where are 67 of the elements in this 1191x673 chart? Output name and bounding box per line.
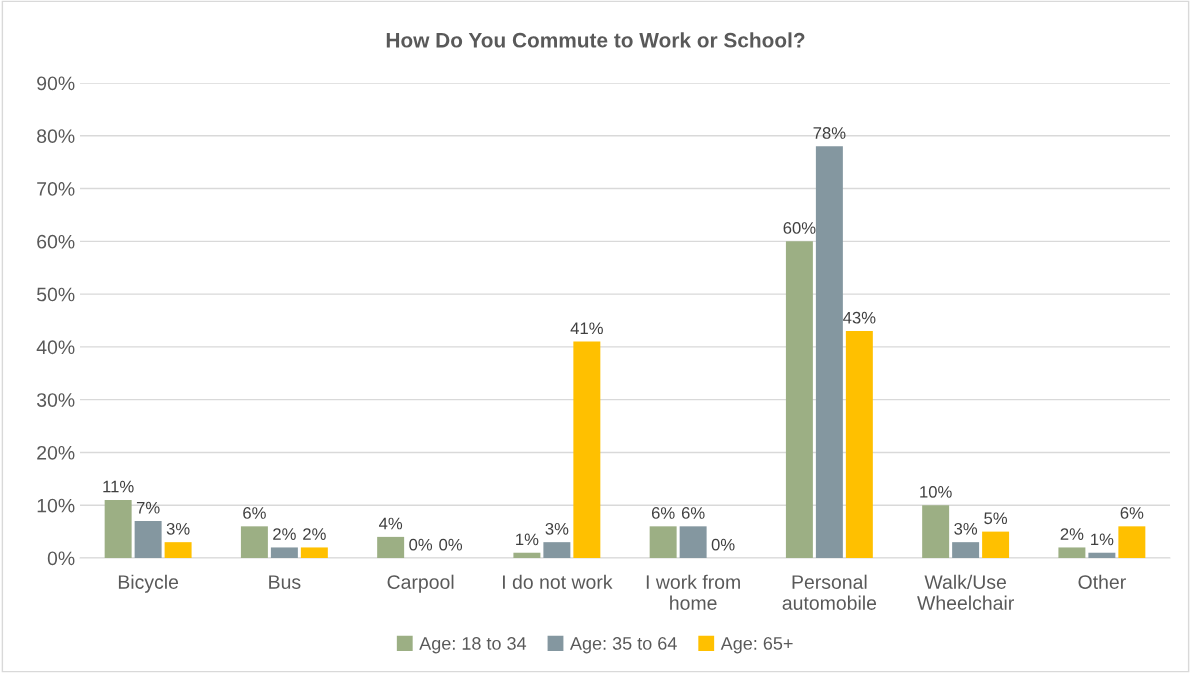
bar [922, 505, 950, 558]
text: 0% [711, 538, 735, 551]
text: 4% [378, 517, 403, 530]
bar [134, 521, 162, 558]
text: 7% [136, 501, 160, 514]
y-tick-label: 10% [37, 498, 75, 513]
bar [1058, 547, 1086, 558]
bar [1088, 552, 1116, 558]
text: 6% [243, 507, 266, 519]
text: 1% [1091, 533, 1114, 546]
legend-label: Age: 35 to 64 [569, 637, 677, 654]
bar [1118, 526, 1146, 558]
bar [543, 542, 571, 558]
x-tick-label: I work from home [646, 574, 740, 610]
text: 2% [303, 528, 326, 540]
text: 3% [545, 522, 569, 535]
bar [679, 526, 707, 558]
text: 2% [273, 528, 296, 540]
bar [270, 547, 298, 558]
x-tick-label: I do not work [503, 574, 613, 589]
y-tick-label: 90% [37, 76, 75, 91]
text: 3% [166, 522, 190, 535]
text: 43% [843, 311, 876, 324]
y-tick-label: 80% [37, 129, 75, 144]
y-tick-label: 70% [37, 182, 75, 196]
x-tick-label: Bicycle [118, 574, 179, 593]
bar [982, 531, 1010, 558]
text: 11% [103, 480, 134, 493]
text: 6% [651, 507, 675, 519]
text: 10% [920, 485, 952, 498]
text: 0% [439, 538, 463, 551]
text: 5% [984, 512, 1008, 525]
legend-label: Age: 18 to 34 [419, 637, 527, 654]
bar [785, 241, 813, 558]
text: 0% [409, 538, 433, 551]
legend-label: Age: 65+ [720, 637, 793, 654]
bar [104, 499, 132, 558]
bar [649, 526, 677, 558]
y-tick-label: 50% [37, 287, 75, 302]
bar [300, 547, 328, 558]
text: 60% [783, 222, 816, 234]
y-tick-label: 60% [37, 234, 75, 249]
x-tick-label: Walk/Use Wheelchair [917, 574, 1014, 610]
text: 78% [813, 127, 846, 139]
text: 2% [1060, 528, 1084, 540]
bar [815, 146, 843, 558]
text: 6% [681, 507, 705, 519]
x-tick-label: Personal automobile [782, 574, 877, 610]
y-tick-label: 40% [36, 340, 75, 355]
bar [513, 552, 541, 558]
bar [377, 536, 405, 558]
bar [573, 341, 601, 558]
bar [240, 526, 268, 558]
text: 3% [954, 522, 978, 535]
bar [164, 542, 192, 558]
x-tick-label: Other [1078, 574, 1126, 589]
y-tick-label: 20% [37, 445, 75, 460]
x-tick-label: Bus [269, 575, 301, 589]
bar [952, 542, 980, 558]
bar [845, 331, 873, 558]
y-tick-label: 30% [36, 393, 75, 407]
text: 41% [570, 322, 603, 335]
y-tick-label: 0% [47, 551, 75, 566]
x-tick-label: Carpool [387, 574, 454, 593]
text: 1% [516, 533, 539, 546]
chart-title: How Do You Commute to Work or School? [386, 32, 805, 48]
text: 6% [1120, 507, 1144, 519]
